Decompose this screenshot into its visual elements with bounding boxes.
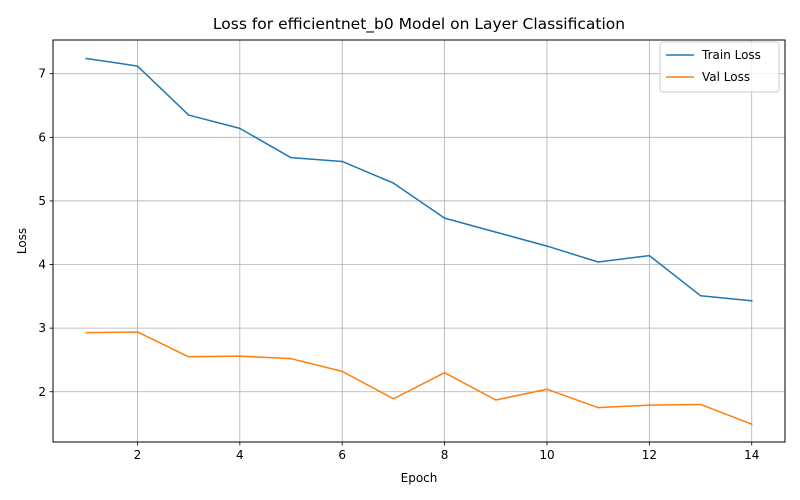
data-point-train-loss	[597, 261, 599, 263]
data-point-val-loss	[750, 423, 753, 425]
y-axis-title: Loss	[15, 228, 29, 254]
data-point-train-loss	[341, 160, 343, 163]
data-point-val-loss	[392, 397, 395, 400]
series-layer	[85, 57, 753, 426]
x-axis-title: Epoch	[401, 471, 438, 485]
legend-val-loss-label: Val Loss	[702, 70, 750, 84]
data-point-train-loss	[699, 294, 702, 297]
x-tick-label: 14	[744, 448, 759, 462]
y-tick-label: 4	[38, 258, 46, 272]
data-point-val-loss	[597, 406, 599, 409]
data-point-train-loss	[750, 300, 753, 302]
data-point-train-loss	[392, 182, 395, 184]
y-tick-label: 3	[38, 321, 46, 335]
data-point-val-loss	[187, 356, 190, 358]
data-point-val-loss	[495, 399, 497, 401]
x-tick-label: 4	[236, 448, 244, 462]
x-tick-label: 10	[539, 448, 554, 462]
legend: Train Loss Val Loss	[659, 41, 780, 93]
data-point-val-loss	[341, 370, 343, 373]
data-point-train-loss	[239, 127, 241, 130]
series-line-val-loss	[85, 331, 753, 426]
tick-layer: 2 4 6 8 10 12 14 2 3 4 5 6 7	[38, 67, 759, 462]
x-tick-label: 2	[134, 448, 142, 462]
plot-frame	[52, 39, 786, 443]
data-point-val-loss	[239, 355, 241, 357]
data-point-train-loss	[495, 231, 497, 233]
y-tick-label: 6	[38, 130, 46, 144]
y-tick-label: 2	[38, 385, 46, 399]
x-tick-label: 12	[642, 448, 657, 462]
data-point-val-loss	[85, 331, 88, 334]
x-tick-label: 6	[338, 448, 346, 462]
y-tick-label: 5	[38, 194, 46, 208]
data-point-train-loss	[443, 217, 446, 219]
data-point-train-loss	[290, 156, 292, 159]
x-tick-label: 8	[441, 448, 449, 462]
data-point-val-loss	[699, 403, 702, 406]
series-line-train-loss	[85, 57, 753, 302]
data-point-train-loss	[136, 65, 139, 67]
y-tick-label: 7	[38, 67, 46, 81]
data-point-val-loss	[546, 388, 548, 390]
data-point-train-loss	[85, 57, 88, 60]
data-point-val-loss	[290, 357, 292, 360]
data-point-val-loss	[648, 404, 651, 406]
data-point-train-loss	[546, 245, 548, 247]
legend-train-loss-label: Train Loss	[701, 48, 761, 62]
data-point-val-loss	[443, 371, 446, 374]
data-point-train-loss	[648, 254, 651, 257]
data-point-train-loss	[187, 114, 190, 116]
chart-title: Loss for efficientnet_b0 Model on Layer …	[213, 15, 625, 34]
data-point-val-loss	[136, 331, 139, 333]
